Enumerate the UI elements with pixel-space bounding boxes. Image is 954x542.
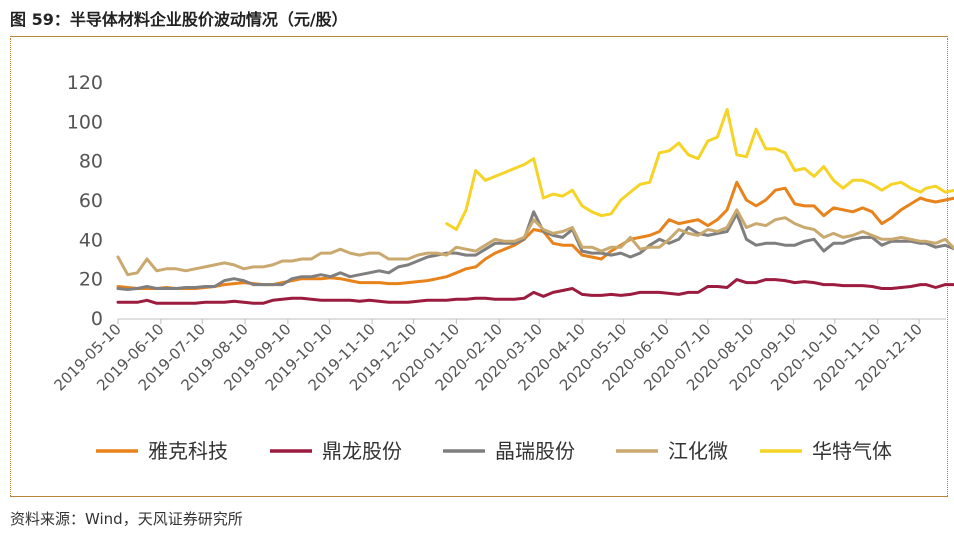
frame-left-border [10, 38, 11, 496]
y-tick-label: 20 [79, 269, 103, 291]
y-tick-label: 60 [79, 190, 103, 212]
series-line [445, 108, 954, 231]
y-axis: 0 20 40 60 80 100 120 [67, 72, 103, 330]
y-tick-label: 120 [67, 72, 103, 94]
bottom-rule [10, 496, 948, 497]
x-axis: 2019-05-102019-06-102019-07-102019-08-10… [50, 318, 946, 394]
legend-label: 江化微 [668, 439, 728, 463]
legend: 雅克科技 鼎龙股份 晶瑞股份 江化微 华特气体 [96, 439, 892, 463]
series-line [116, 278, 954, 305]
legend-label: 晶瑞股份 [495, 439, 575, 463]
series-layer [116, 108, 954, 305]
legend-label: 鼎龙股份 [322, 439, 402, 463]
top-rule [10, 36, 948, 37]
figure-title: 图 59：半导体材料企业股价波动情况（元/股） [10, 10, 348, 29]
series-line [116, 208, 954, 277]
y-tick-label: 80 [79, 151, 103, 173]
y-tick-label: 0 [91, 308, 103, 330]
legend-label: 雅克科技 [148, 439, 228, 463]
frame-right-border [947, 38, 948, 496]
series-line [116, 210, 954, 291]
legend-label: 华特气体 [812, 439, 892, 463]
source-note: 资料来源：Wind，天风证券研究所 [10, 510, 243, 528]
line-chart: 0 20 40 60 80 100 120 2019-05-102019-06-102019… [50, 72, 954, 463]
y-tick-label: 100 [67, 111, 103, 133]
y-tick-label: 40 [79, 229, 103, 251]
